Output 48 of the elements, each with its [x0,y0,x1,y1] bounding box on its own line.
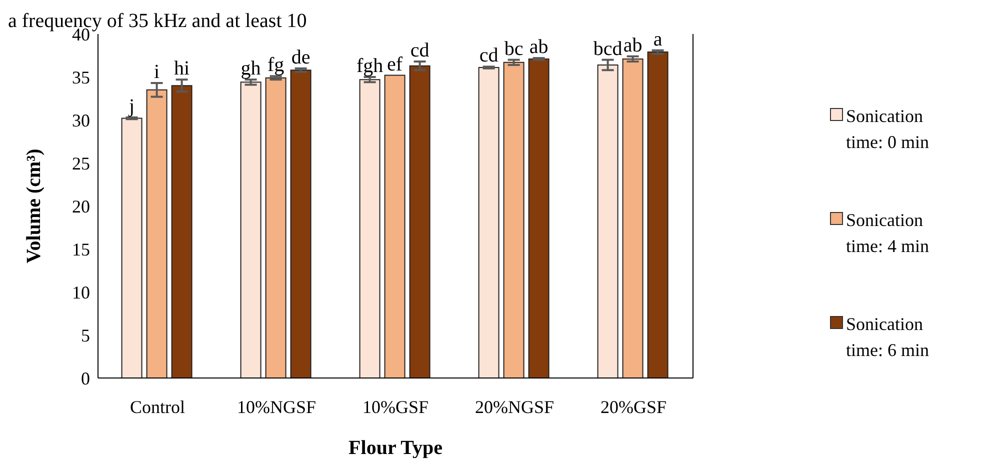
y-tick-label: 25 [72,153,90,174]
y-tick-label: 20 [72,196,90,216]
data-label: a [653,28,662,50]
data-label: ef [387,53,403,76]
data-label: hi [174,58,190,80]
x-tick-label: 10%GSF [362,396,429,417]
bar [265,77,286,378]
data-label: de [291,46,310,68]
bar [409,65,430,378]
y-tick-label: 35 [72,67,90,88]
data-label: ab [623,34,642,56]
x-tick-label: 20%GSF [600,396,667,417]
bar [478,67,500,378]
x-tick-label: 10%NGSF [236,396,316,417]
data-label: bc [504,38,524,60]
x-tick-label: 20%NGSF [474,396,554,417]
bar [503,62,524,378]
bar [597,64,618,378]
bar [290,70,312,378]
legend-label: Sonication time: 0 min [846,105,930,154]
y-tick-label: 15 [72,239,90,260]
bar [528,58,550,378]
data-label: gh [240,58,261,80]
data-label: i [154,61,160,84]
bar [359,79,380,378]
data-label: j [128,95,135,118]
y-axis-title: Volume (cm³) [23,148,45,264]
y-tick-label: 10 [72,282,90,302]
legend-label: Sonication time: 4 min [846,209,930,258]
bar [171,85,192,378]
bar [622,58,644,378]
bar [121,118,142,378]
y-tick-label: 0 [81,368,90,388]
bar [146,89,168,378]
data-label: fg [267,54,284,76]
x-tick-label: Control [130,396,186,417]
data-label: cd [479,44,498,67]
bar [384,74,406,378]
data-label: ab [529,36,548,58]
y-tick-label: 5 [81,325,90,346]
data-label: bcd [593,38,622,60]
data-label: fgh [356,55,384,77]
legend-label: Sonication time: 6 min [846,313,930,362]
x-axis-title: Flour Type [348,437,443,459]
data-label: cd [410,40,430,62]
bar [647,52,668,378]
bar [240,82,262,378]
y-tick-label: 30 [72,110,90,130]
